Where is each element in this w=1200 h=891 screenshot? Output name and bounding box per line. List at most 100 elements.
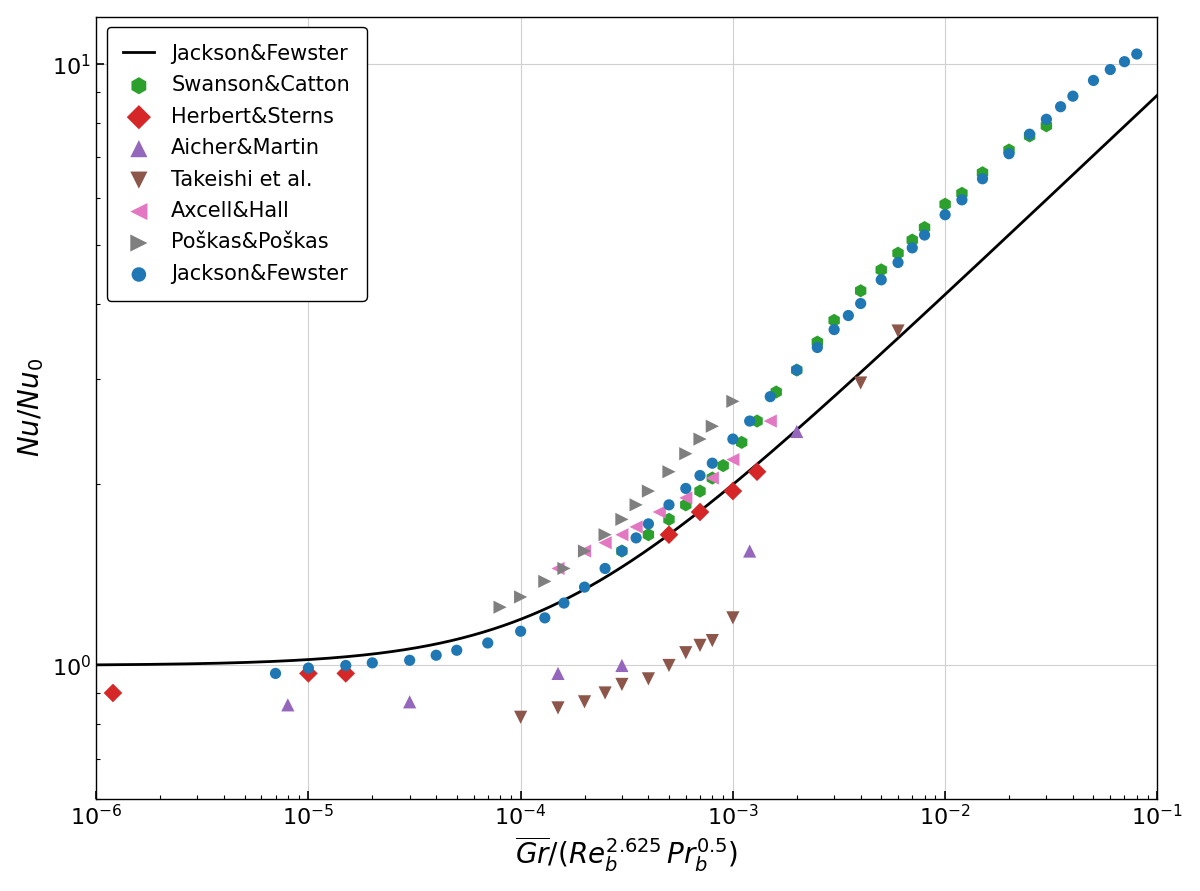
Aicher&Martin [740,544,760,558]
Poškas&Poškas [511,590,530,604]
Swanson&Catton [1020,129,1039,143]
Takeishi et al. [888,324,907,339]
Jackson&Fewster [817,399,832,410]
Jackson&Fewster [400,653,419,667]
Jackson&Fewster [1000,146,1019,160]
Poškas&Poškas [638,484,658,498]
Axcell&Hall [595,535,614,550]
Jackson&Fewster [1115,54,1134,69]
Swanson&Catton [808,335,827,349]
Poškas&Poškas [491,600,510,614]
Takeishi et al. [595,686,614,700]
Jackson&Fewster [1150,90,1164,101]
X-axis label: $\overline{Gr}/(Re_b^{2.625}\, Pr_b^{0.5})$: $\overline{Gr}/(Re_b^{2.625}\, Pr_b^{0.5… [515,835,738,874]
Swanson&Catton [824,314,844,328]
Poškas&Poškas [612,512,631,527]
Swanson&Catton [659,512,678,527]
Herbert&Sterns [659,527,678,542]
Aicher&Martin [548,666,568,681]
Jackson&Fewster [703,456,722,470]
Jackson&Fewster [740,414,760,429]
Poškas&Poškas [535,574,554,588]
Axcell&Hall [575,544,594,558]
Jackson&Fewster [575,580,594,594]
Poškas&Poškas [676,446,695,461]
Swanson&Catton [902,233,922,247]
Swanson&Catton [1000,143,1019,157]
Poškas&Poškas [595,527,614,542]
Swanson&Catton [1037,119,1056,133]
Swanson&Catton [703,471,722,486]
Swanson&Catton [787,363,806,377]
Aicher&Martin [787,424,806,438]
Poškas&Poškas [554,561,574,576]
Jackson&Fewster [448,643,467,658]
Jackson&Fewster [362,656,382,670]
Jackson&Fewster [612,544,631,558]
Axcell&Hall [703,471,722,486]
Y-axis label: $Nu/Nu_0$: $Nu/Nu_0$ [17,358,47,457]
Jackson&Fewster [1020,127,1039,142]
Jackson&Fewster [936,208,955,222]
Poškas&Poškas [690,432,709,446]
Axcell&Hall [724,453,743,467]
Herbert&Sterns [690,505,709,519]
Jackson&Fewster [839,308,858,323]
Axcell&Hall [761,414,780,429]
Axcell&Hall [649,505,668,519]
Axcell&Hall [676,491,695,505]
Jackson&Fewster [824,323,844,337]
Swanson&Catton [767,385,786,399]
Herbert&Sterns [299,666,318,681]
Takeishi et al. [575,695,594,709]
Jackson&Fewster [787,363,806,377]
Jackson&Fewster [690,469,709,483]
Swanson&Catton [676,498,695,512]
Aicher&Martin [400,695,419,709]
Jackson&Fewster [871,273,890,287]
Herbert&Sterns [724,484,743,498]
Jackson&Fewster [953,192,972,207]
Axcell&Hall [626,519,646,534]
Takeishi et al. [511,710,530,724]
Jackson&Fewster [478,636,497,650]
Takeishi et al. [659,658,678,673]
Swanson&Catton [914,220,934,234]
Line: Jackson&Fewster: Jackson&Fewster [96,95,1157,665]
Jackson&Fewster [724,432,743,446]
Swanson&Catton [888,246,907,260]
Jackson&Fewster [917,309,931,320]
Jackson&Fewster [1084,73,1103,87]
Jackson&Fewster [511,624,530,638]
Takeishi et al. [548,701,568,715]
Poškas&Poškas [724,394,743,408]
Jackson&Fewster [676,481,695,495]
Axcell&Hall [612,527,631,542]
Jackson&Fewster [426,648,445,662]
Takeishi et al. [690,638,709,652]
Jackson&Fewster [299,661,318,675]
Swanson&Catton [638,527,658,542]
Jackson&Fewster [336,658,355,673]
Swanson&Catton [748,414,767,429]
Takeishi et al. [851,376,870,390]
Jackson&Fewster [973,172,992,186]
Jackson&Fewster [197,658,211,669]
Jackson&Fewster [761,389,780,404]
Jackson&Fewster [638,517,658,531]
Swanson&Catton [690,484,709,498]
Jackson&Fewster [851,297,870,311]
Swanson&Catton [936,197,955,211]
Jackson&Fewster [89,659,103,670]
Jackson&Fewster [902,241,922,255]
Jackson&Fewster [914,228,934,242]
Poškas&Poškas [703,419,722,433]
Herbert&Sterns [336,666,355,681]
Poškas&Poškas [626,498,646,512]
Jackson&Fewster [266,666,286,681]
Takeishi et al. [724,610,743,625]
Jackson&Fewster [808,340,827,355]
Takeishi et al. [612,677,631,691]
Swanson&Catton [732,436,751,450]
Poškas&Poškas [575,544,594,558]
